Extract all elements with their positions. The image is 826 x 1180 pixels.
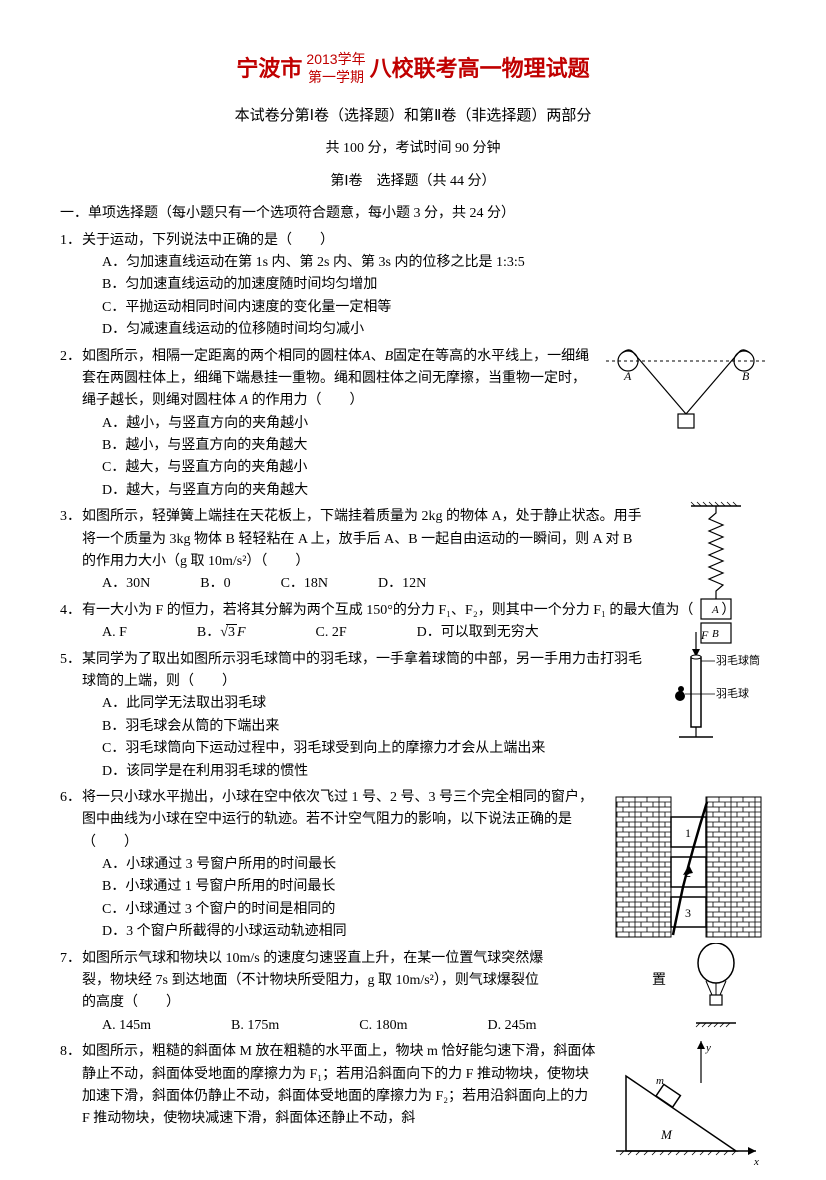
q2-opt-c: C．越大，与竖直方向的夹角越小: [102, 457, 591, 479]
q7-stem-p2: 裂，物块经 7s 到达地面（不计物块所受阻力，g 取 10m/s²），则气球爆裂…: [82, 970, 539, 992]
q7-num: 7．: [60, 948, 81, 970]
q6-num: 6．: [60, 787, 81, 809]
q3-stem: 如图所示，轻弹簧上端挂在天花板上，下端挂着质量为 2kg 的物体 A，处于静止状…: [82, 509, 642, 569]
q5-fig-tube: 羽毛球筒: [716, 653, 760, 667]
q5-opt-d: D．该同学是在利用羽毛球的惯性: [102, 761, 766, 783]
q1-opt-b: B．匀加速直线运动的加速度随时间均匀增加: [102, 274, 766, 296]
q7-opt-b: B. 175m: [231, 1015, 279, 1037]
svg-text:2: 2: [685, 866, 691, 880]
q2-label-a: A: [362, 349, 371, 364]
q5-opt-c: C．羽毛球筒向下运动过程中，羽毛球受到向上的摩擦力才会从上端出来: [102, 738, 766, 760]
q7-figure: [686, 943, 746, 1028]
q5-opt-a: A．此同学无法取出羽毛球: [102, 693, 766, 715]
q5-num: 5．: [60, 649, 81, 671]
question-3: 3． 如图所示，轻弹簧上端挂在天花板上，下端挂着质量为 2kg 的物体 A，处于…: [60, 506, 766, 596]
q2-num: 2．: [60, 346, 81, 368]
q3-opt-a: A．30N: [102, 573, 150, 595]
q4-stem: 有一大小为 F 的恒力，若将其分解为两个互成 150°的分力 F₁、F₂，则其中…: [82, 603, 735, 618]
q4-num: 4．: [60, 600, 81, 622]
q5-stem: 某同学为了取出如图所示羽毛球筒中的羽毛球，一手拿着球筒的中部，另一手用力击打羽毛…: [82, 652, 642, 689]
q4-opt-b: B． 3F: [197, 622, 246, 644]
q1-opt-a: A．匀加速直线运动在第 1s 内、第 2s 内、第 3s 内的位移之比是 1:3…: [102, 252, 766, 274]
q7-gap: 置: [652, 970, 666, 992]
exam-title: 宁波市 2013学年 第一学期 八校联考高一物理试题: [60, 50, 766, 86]
question-1: 1． 关于运动，下列说法中正确的是（ ） A．匀加速直线运动在第 1s 内、第 …: [60, 230, 766, 342]
title-left: 宁波市: [236, 51, 302, 86]
q2-fig-a: A: [623, 369, 632, 383]
title-year: 2013学年: [306, 50, 365, 68]
question-5: 5． 某同学为了取出如图所示羽毛球筒中的羽毛球，一手拿着球筒的中部，另一手用力击…: [60, 649, 766, 783]
q6-opt-d: D．3 个窗户所截得的小球运动轨迹相同: [102, 921, 596, 943]
question-7: 7． 如图所示气球和物块以 10m/s 的速度匀速竖直上升，在某一位置气球突然爆…: [60, 948, 766, 1038]
q1-stem: 关于运动，下列说法中正确的是（ ）: [82, 233, 334, 248]
q4-b-sqrt: 3: [226, 624, 237, 640]
title-semester: 第一学期: [308, 68, 364, 86]
q7-opt-c: C. 180m: [359, 1015, 407, 1037]
q2-stem-p3: 的作用力（ ）: [252, 393, 364, 408]
section-header: 一．单项选择题（每小题只有一个选项符合题意，每小题 3 分，共 24 分）: [60, 203, 766, 225]
q7-stem-p3: 的高度（ ）: [82, 995, 180, 1010]
q8-fig-y: y: [705, 1042, 711, 1054]
exam-subtitle: 本试卷分第Ⅰ卷（选择题）和第Ⅱ卷（非选择题）两部分: [60, 104, 766, 128]
svg-text:3: 3: [685, 906, 691, 920]
q4-opt-a: A. F: [102, 622, 127, 644]
q1-opt-d: D．匀减速直线运动的位移随时间均匀减小: [102, 319, 766, 341]
q2-opt-d: D．越大，与竖直方向的夹角越大: [102, 480, 591, 502]
q8-figure: x y M m: [606, 1041, 766, 1171]
q7-opt-a: A. 145m: [102, 1015, 151, 1037]
q4-b-prefix: B．: [197, 625, 220, 640]
q8-stem: 如图所示，粗糙的斜面体 M 放在粗糙的水平面上，物块 m 恰好能匀速下滑，斜面体…: [82, 1044, 595, 1126]
q2-fig-b: B: [742, 369, 750, 383]
q6-opt-b: B．小球通过 1 号窗户所用的时间最长: [102, 876, 596, 898]
q1-opt-c: C．平抛运动相同时间内速度的变化量一定相等: [102, 297, 766, 319]
q7-opt-d: D. 245m: [487, 1015, 536, 1037]
title-right: 八校联考高一物理试题: [370, 51, 590, 86]
title-middle: 2013学年 第一学期: [306, 50, 365, 86]
q5-figure: F 羽毛球筒 羽毛球: [671, 629, 766, 739]
q3-opt-b: B．0: [200, 573, 230, 595]
q8-num: 8．: [60, 1041, 81, 1063]
q2-stem-p1: 如图所示，相隔一定距离的两个相同的圆柱体: [82, 349, 362, 364]
score-line: 共 100 分，考试时间 90 分钟: [60, 138, 766, 160]
part-title: 第Ⅰ卷 选择题（共 44 分）: [60, 171, 766, 193]
svg-text:1: 1: [685, 826, 691, 840]
q3-opt-c: C．18N: [281, 573, 328, 595]
q5-opt-b: B．羽毛球会从筒的下端出来: [102, 716, 766, 738]
question-6: 6． 将一只小球水平抛出，小球在空中依次飞过 1 号、2 号、3 号三个完全相同…: [60, 787, 766, 944]
q8-fig-m: m: [656, 1075, 664, 1087]
q4-b-suffix: F: [237, 625, 246, 640]
q7-stem-p1: 如图所示气球和物块以 10m/s 的速度匀速竖直上升，在某一位置气球突然爆: [82, 951, 543, 966]
q2-opt-b: B．越小，与竖直方向的夹角越大: [102, 435, 591, 457]
question-2: 2． 如图所示，相隔一定距离的两个相同的圆柱体A、B固定在等高的水平线上，一细绳…: [60, 346, 766, 503]
q3-num: 3．: [60, 506, 81, 528]
q3-opt-d: D．12N: [378, 573, 426, 595]
q4-opt-d: D．可以取到无穷大: [417, 622, 539, 644]
q5-fig-f: F: [700, 629, 709, 642]
q1-num: 1．: [60, 230, 81, 252]
q5-fig-ball: 羽毛球: [716, 686, 749, 700]
q8-fig-x: x: [753, 1156, 759, 1168]
question-8: 8． 如图所示，粗糙的斜面体 M 放在粗糙的水平面上，物块 m 恰好能匀速下滑，…: [60, 1041, 766, 1131]
q2-opt-a: A．越小，与竖直方向的夹角越小: [102, 413, 591, 435]
q6-figure: 1 2 3: [611, 787, 766, 942]
q4-opt-c: C. 2F: [316, 622, 347, 644]
q8-fig-M: M: [660, 1127, 673, 1142]
question-4: 4． 有一大小为 F 的恒力，若将其分解为两个互成 150°的分力 F₁、F₂，…: [60, 600, 766, 645]
q6-opt-c: C．小球通过 3 个窗户的时间是相同的: [102, 899, 596, 921]
q6-stem: 将一只小球水平抛出，小球在空中依次飞过 1 号、2 号、3 号三个完全相同的窗户…: [82, 790, 593, 850]
q6-opt-a: A．小球通过 3 号窗户所用的时间最长: [102, 854, 596, 876]
q2-label-b: B: [385, 349, 394, 364]
q2-figure: A B: [606, 346, 766, 441]
